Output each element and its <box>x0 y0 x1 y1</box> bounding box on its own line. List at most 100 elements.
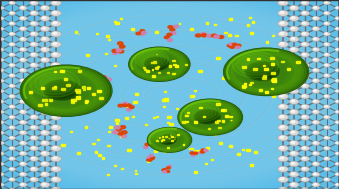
Circle shape <box>49 83 73 96</box>
Circle shape <box>40 16 50 21</box>
Circle shape <box>19 120 27 125</box>
Bar <box>153 61 156 63</box>
Circle shape <box>51 52 61 58</box>
Circle shape <box>10 12 13 13</box>
Circle shape <box>142 55 172 72</box>
Bar <box>152 75 156 78</box>
Circle shape <box>314 121 317 123</box>
Circle shape <box>42 173 46 175</box>
Circle shape <box>300 146 310 151</box>
Circle shape <box>335 100 339 103</box>
Circle shape <box>151 139 156 141</box>
Bar <box>64 78 67 80</box>
Circle shape <box>10 106 13 107</box>
Circle shape <box>300 167 310 172</box>
Bar <box>166 133 171 135</box>
Circle shape <box>8 146 16 150</box>
Circle shape <box>291 38 295 40</box>
Circle shape <box>32 178 35 180</box>
Circle shape <box>323 146 331 150</box>
Circle shape <box>325 33 327 34</box>
Circle shape <box>201 33 206 36</box>
Bar <box>76 89 80 91</box>
Bar <box>95 151 97 153</box>
Bar <box>38 104 42 106</box>
Circle shape <box>278 21 288 27</box>
Circle shape <box>161 136 174 143</box>
Circle shape <box>21 48 24 50</box>
Circle shape <box>289 16 299 21</box>
Circle shape <box>8 125 16 130</box>
Circle shape <box>302 33 306 34</box>
Circle shape <box>32 74 35 76</box>
Bar <box>247 79 250 80</box>
Circle shape <box>193 109 222 125</box>
Circle shape <box>280 115 284 118</box>
Circle shape <box>32 95 35 97</box>
Circle shape <box>29 0 39 5</box>
Circle shape <box>100 76 106 79</box>
Bar <box>115 119 119 122</box>
Circle shape <box>112 49 118 52</box>
Circle shape <box>302 43 306 45</box>
Circle shape <box>29 125 39 130</box>
Circle shape <box>29 32 39 36</box>
Bar <box>96 33 98 34</box>
Ellipse shape <box>147 58 171 71</box>
Circle shape <box>21 152 24 154</box>
Circle shape <box>10 137 13 138</box>
Circle shape <box>0 141 4 145</box>
Circle shape <box>53 11 57 14</box>
Circle shape <box>247 63 277 79</box>
Circle shape <box>146 58 167 70</box>
Circle shape <box>302 178 306 180</box>
Circle shape <box>289 88 299 94</box>
Circle shape <box>46 81 78 99</box>
Circle shape <box>323 74 331 78</box>
Ellipse shape <box>48 81 84 101</box>
Circle shape <box>227 44 232 47</box>
Circle shape <box>312 130 320 135</box>
Circle shape <box>53 178 57 180</box>
Circle shape <box>21 131 24 133</box>
Circle shape <box>120 126 125 129</box>
Circle shape <box>280 146 284 149</box>
Circle shape <box>238 57 289 86</box>
Circle shape <box>278 166 288 172</box>
Bar <box>246 149 250 151</box>
Circle shape <box>325 22 327 24</box>
Circle shape <box>154 63 157 64</box>
Circle shape <box>19 89 27 93</box>
Bar <box>194 150 196 151</box>
Circle shape <box>323 167 331 171</box>
Circle shape <box>51 145 61 151</box>
Bar <box>78 99 81 100</box>
Circle shape <box>36 75 91 105</box>
Bar <box>221 109 224 111</box>
Circle shape <box>29 73 39 78</box>
Circle shape <box>167 165 172 167</box>
Circle shape <box>29 94 39 99</box>
Bar <box>172 149 175 151</box>
Circle shape <box>278 0 288 6</box>
Circle shape <box>19 151 27 156</box>
Circle shape <box>249 64 274 78</box>
Circle shape <box>115 126 120 129</box>
Bar <box>83 89 85 90</box>
Ellipse shape <box>255 66 277 78</box>
Ellipse shape <box>202 112 219 122</box>
Circle shape <box>336 132 338 133</box>
Circle shape <box>291 48 295 50</box>
Circle shape <box>335 17 339 20</box>
Circle shape <box>300 0 310 5</box>
Bar <box>162 136 163 137</box>
Circle shape <box>42 100 46 102</box>
Circle shape <box>312 110 320 114</box>
Bar <box>164 91 166 92</box>
Bar <box>92 93 95 95</box>
Circle shape <box>289 109 299 115</box>
Circle shape <box>19 79 27 83</box>
Circle shape <box>10 54 13 55</box>
Circle shape <box>0 100 4 103</box>
Circle shape <box>237 54 274 75</box>
